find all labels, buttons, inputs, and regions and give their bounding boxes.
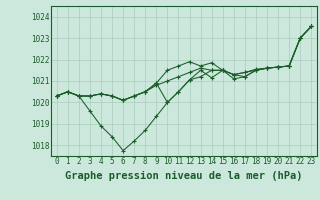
X-axis label: Graphe pression niveau de la mer (hPa): Graphe pression niveau de la mer (hPa) [65, 171, 303, 181]
